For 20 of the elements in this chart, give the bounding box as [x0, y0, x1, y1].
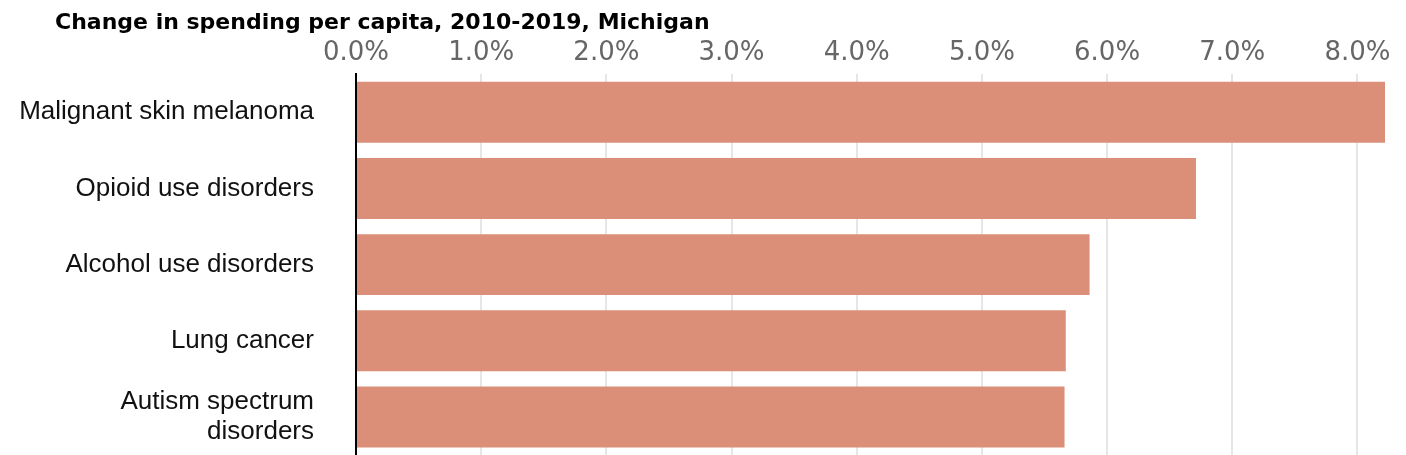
x-tick-label: 6.0%: [1074, 36, 1141, 67]
x-tick-label: 1.0%: [448, 36, 515, 67]
x-tick-label: 0.0%: [322, 36, 390, 67]
x-tick-label: 5.0%: [948, 36, 1015, 67]
x-tick-label: 2.0%: [573, 36, 640, 67]
x-tick-label: 7.0%: [1199, 36, 1266, 67]
chart-title: Change in spending per capita, 2010-2019, Michigan: [55, 8, 710, 36]
bar: [357, 81, 1385, 143]
y-tick-label: Malignant skin melanoma: [19, 95, 315, 126]
y-tick-label: Alcohol use disorders: [65, 247, 314, 278]
bar: [357, 386, 1065, 448]
y-tick-label: Lung cancer: [170, 323, 315, 354]
x-tick-label: 3.0%: [698, 36, 765, 67]
y-tick-label: Opioid use disorders: [75, 171, 314, 202]
x-tick-label: 4.0%: [823, 36, 890, 67]
y-tick-label: Autism spectrum disorders: [120, 385, 314, 446]
bar: [357, 310, 1066, 372]
x-tick-label: 8.0%: [1324, 36, 1391, 67]
bar: [357, 157, 1196, 219]
bar: [357, 234, 1090, 296]
